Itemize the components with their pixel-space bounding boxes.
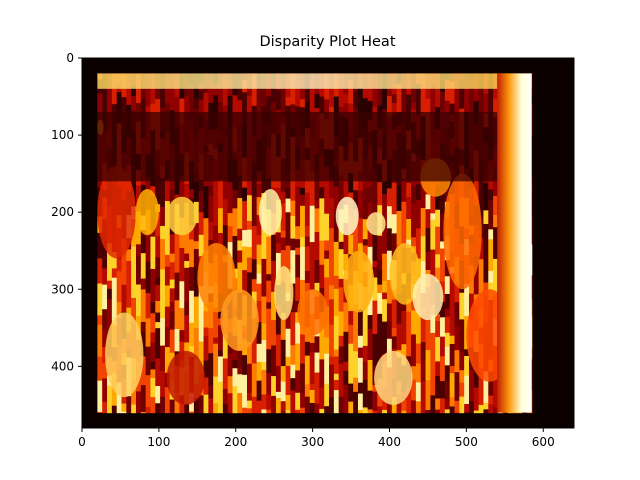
y-tick-label: 0 (66, 51, 74, 65)
y-tick-label: 200 (51, 205, 74, 219)
x-tick-label: 200 (224, 435, 247, 449)
y-tick-label: 400 (51, 359, 74, 373)
x-tick-label: 300 (301, 435, 324, 449)
x-tick-label: 600 (532, 435, 555, 449)
y-tick-label: 300 (51, 282, 74, 296)
x-tick-label: 400 (378, 435, 401, 449)
heatmap-image (82, 58, 574, 428)
x-tick-label: 0 (78, 435, 86, 449)
axes-frame (81, 57, 575, 429)
chart-title: Disparity Plot Heat (259, 34, 396, 50)
axes: 0 100 200 300 400 500 600 0 100 200 300 400 (51, 51, 575, 449)
x-tick-label: 500 (455, 435, 478, 449)
y-tick-label: 100 (51, 128, 74, 142)
x-tick-label: 100 (147, 435, 170, 449)
